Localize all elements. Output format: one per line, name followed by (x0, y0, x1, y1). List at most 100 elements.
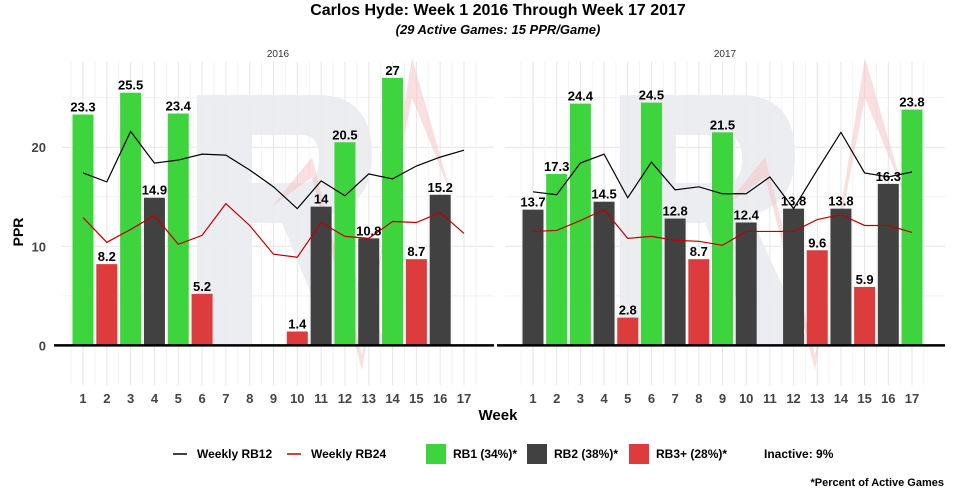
bar-week-14 (830, 208, 852, 346)
line-rb24 (82, 202, 465, 258)
panel-label: 2017 (714, 49, 737, 60)
line-rb12 (82, 130, 465, 210)
x-tick-label: 16 (881, 391, 895, 406)
bar-label: 10.8 (356, 223, 381, 238)
bar-week-16 (429, 194, 451, 346)
bar-week-10 (286, 331, 308, 346)
bar-week-1 (522, 209, 544, 346)
x-tick-label: 7 (222, 391, 229, 406)
bar-week-12 (334, 142, 356, 346)
y-tick-label: 0 (39, 338, 46, 353)
bar-label: 23.8 (899, 95, 924, 110)
bar-label: 20.5 (332, 127, 357, 142)
legend-rb1-swatch (426, 444, 446, 464)
legend-inactive-label: Inactive: 9% (764, 447, 834, 461)
bar-week-13 (806, 250, 828, 346)
bar-label: 14.9 (142, 183, 167, 198)
bar-week-17 (901, 109, 923, 346)
x-tick-label: 3 (127, 391, 134, 406)
bar-label: 23.4 (166, 99, 192, 114)
x-tick-label: 17 (457, 391, 471, 406)
x-tick-label: 16 (433, 391, 447, 406)
x-tick-label: 4 (600, 391, 608, 406)
bar-label: 12.4 (734, 208, 760, 223)
x-tick-label: 6 (648, 391, 655, 406)
bar-label: 16.3 (876, 169, 901, 184)
bar-week-15 (405, 259, 427, 346)
legend-rb1-label: RB1 (34%)* (453, 447, 517, 461)
bar-label: 5.9 (856, 272, 874, 287)
footnote: *Percent of Active Games (811, 477, 944, 489)
x-tick-label: 5 (624, 391, 631, 406)
bar-week-7 (664, 218, 686, 346)
bar-week-1 (72, 114, 94, 346)
legend-rb3-label: RB3+ (28%)* (656, 447, 727, 461)
bar-label: 24.5 (639, 88, 664, 103)
bar-week-12 (783, 208, 805, 346)
chart-title: Carlos Hyde: Week 1 2016 Through Week 17… (310, 2, 686, 19)
y-tick-label: 10 (32, 239, 46, 254)
bar-label: 14 (314, 192, 329, 207)
x-tick-label: 8 (246, 391, 253, 406)
bar-week-5 (167, 113, 189, 346)
bar-week-10 (735, 222, 757, 346)
panel-label: 2016 (267, 49, 290, 60)
bar-label: 13.8 (828, 194, 853, 209)
bar-label: 5.2 (193, 279, 211, 294)
bar-label: 12.8 (662, 204, 687, 219)
x-tick-label: 14 (385, 391, 400, 406)
bar-label: 13.7 (520, 195, 545, 210)
bar-label: 23.3 (70, 100, 95, 115)
bar-label: 24.4 (568, 89, 594, 104)
bar-label: 15.2 (428, 180, 453, 195)
bar-week-11 (310, 206, 332, 346)
x-tick-label: 13 (810, 391, 824, 406)
x-axis-label: Week (479, 407, 519, 424)
bar-label: 1.4 (288, 316, 307, 331)
legend: Weekly RB12 Weekly RB24 RB1 (34%)* RB2 (… (173, 444, 944, 489)
legend-rb3-swatch (629, 444, 649, 464)
line-rb24 (532, 208, 913, 246)
bar-label: 17.3 (544, 159, 569, 174)
bar-week-8 (688, 259, 710, 346)
bar-label: 2.8 (619, 303, 637, 318)
x-tick-label: 7 (672, 391, 679, 406)
bar-label: 21.5 (710, 117, 735, 132)
x-tick-label: 1 (79, 391, 86, 406)
line-rb12 (532, 131, 913, 210)
bar-label: 8.7 (690, 244, 708, 259)
bar-label: 25.5 (118, 78, 143, 93)
bar-label: 8.2 (98, 249, 116, 264)
x-tick-label: 2 (103, 391, 110, 406)
legend-rb24-label: Weekly RB24 (311, 447, 386, 461)
x-tick-label: 9 (270, 391, 277, 406)
x-tick-label: 10 (290, 391, 304, 406)
x-tick-label: 17 (905, 391, 919, 406)
bar-week-3 (569, 103, 591, 346)
x-tick-label: 3 (577, 391, 584, 406)
bar-label: 13.8 (781, 194, 806, 209)
legend-rb2-swatch (527, 444, 547, 464)
x-tick-label: 11 (314, 391, 328, 406)
x-tick-label: 10 (739, 391, 753, 406)
bar-week-14 (382, 77, 404, 346)
x-tick-label: 4 (151, 391, 159, 406)
x-tick-label: 9 (719, 391, 726, 406)
x-tick-label: 5 (175, 391, 182, 406)
bar-week-6 (640, 102, 662, 346)
x-tick-label: 13 (362, 391, 376, 406)
bar-week-2 (96, 264, 118, 346)
x-tick-label: 1 (529, 391, 536, 406)
bar-week-4 (143, 197, 165, 346)
x-tick-label: 15 (857, 391, 871, 406)
x-tick-label: 14 (834, 391, 849, 406)
bar-week-3 (120, 92, 142, 346)
x-tick-label: 15 (409, 391, 423, 406)
bar-label: 27 (385, 63, 399, 78)
chart-subtitle: (29 Active Games: 15 PPR/Game) (396, 22, 601, 37)
bar-label: 14.5 (591, 187, 616, 202)
x-tick-label: 11 (763, 391, 777, 406)
bar-week-4 (593, 201, 615, 346)
panel-2017: 201713.717.324.414.52.824.512.88.721.512… (497, 49, 945, 406)
